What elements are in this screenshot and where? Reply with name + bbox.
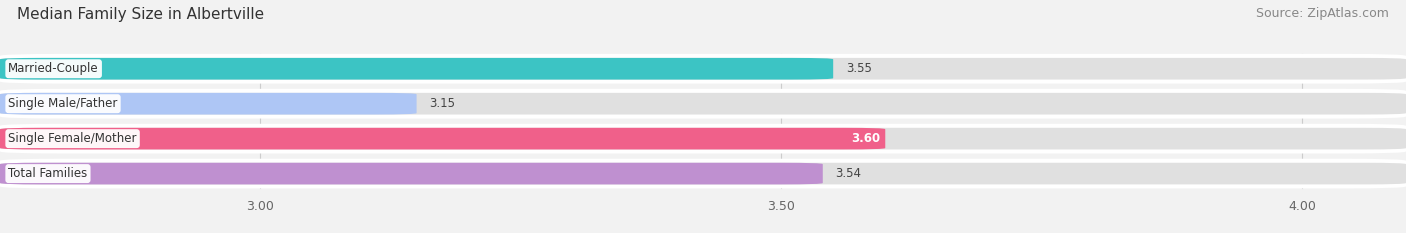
Text: Single Male/Father: Single Male/Father bbox=[8, 97, 118, 110]
Text: Single Female/Mother: Single Female/Mother bbox=[8, 132, 136, 145]
FancyBboxPatch shape bbox=[0, 54, 1406, 84]
FancyBboxPatch shape bbox=[0, 93, 1406, 115]
FancyBboxPatch shape bbox=[0, 58, 834, 80]
Text: 3.15: 3.15 bbox=[429, 97, 456, 110]
Text: 3.60: 3.60 bbox=[851, 132, 880, 145]
FancyBboxPatch shape bbox=[0, 124, 1406, 154]
FancyBboxPatch shape bbox=[0, 58, 1406, 80]
Text: 3.54: 3.54 bbox=[835, 167, 862, 180]
FancyBboxPatch shape bbox=[0, 159, 1406, 188]
FancyBboxPatch shape bbox=[0, 128, 1406, 150]
FancyBboxPatch shape bbox=[0, 89, 1406, 119]
FancyBboxPatch shape bbox=[0, 163, 1406, 185]
Text: Median Family Size in Albertville: Median Family Size in Albertville bbox=[17, 7, 264, 22]
Text: Married-Couple: Married-Couple bbox=[8, 62, 98, 75]
FancyBboxPatch shape bbox=[0, 128, 886, 150]
Text: Source: ZipAtlas.com: Source: ZipAtlas.com bbox=[1256, 7, 1389, 20]
Text: Total Families: Total Families bbox=[8, 167, 87, 180]
FancyBboxPatch shape bbox=[0, 93, 416, 115]
Text: 3.55: 3.55 bbox=[845, 62, 872, 75]
FancyBboxPatch shape bbox=[0, 163, 823, 185]
